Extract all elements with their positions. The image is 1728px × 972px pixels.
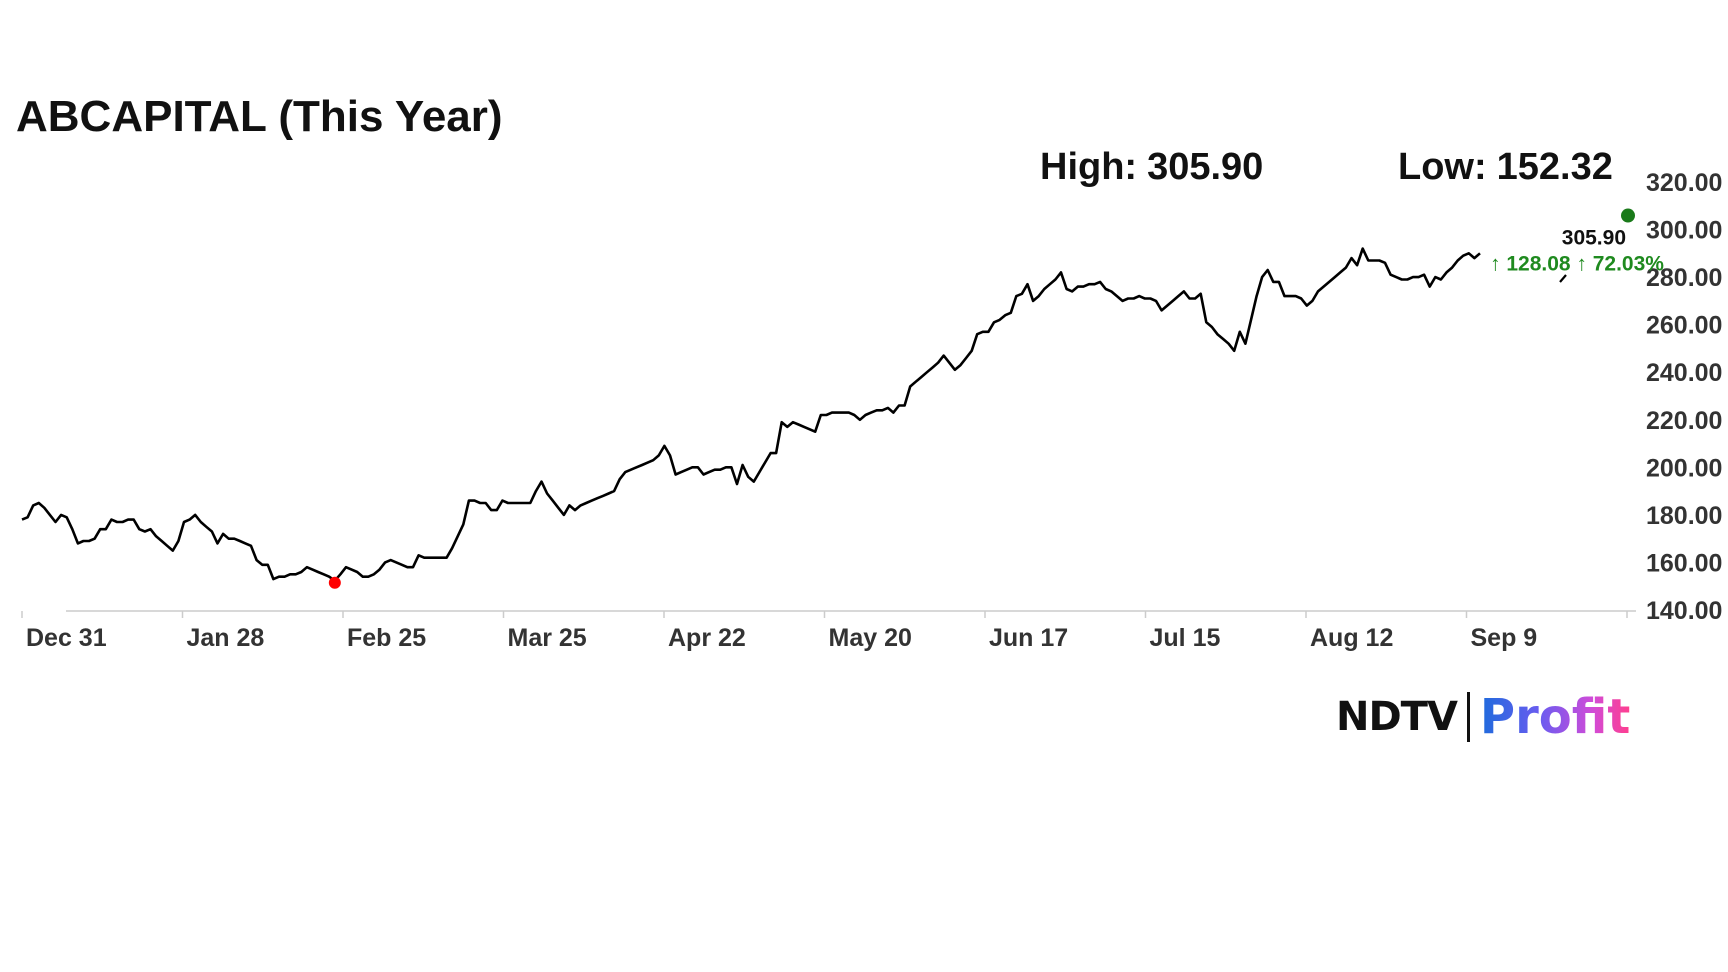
y-tick-label: 320.00 [1646, 169, 1722, 197]
x-axis: Dec 31 Jan 28 Feb 25 Mar 25 Apr 22 May 20 Jun … [21, 610, 1636, 652]
x-tick-label: Jul 15 [1150, 624, 1221, 652]
low-stat: Low: 152.32 [1398, 146, 1613, 189]
high-label: High: [1040, 146, 1138, 188]
x-tick-label: Sep 9 [1471, 624, 1538, 652]
y-tick-label: 140.00 [1646, 597, 1722, 625]
logo-divider [1466, 692, 1470, 742]
y-tick-label: 180.00 [1646, 502, 1722, 530]
low-value: 152.32 [1496, 146, 1613, 188]
x-tick-label: May 20 [829, 624, 912, 652]
y-tick-label: 240.00 [1646, 359, 1722, 387]
last-price-tick [1559, 274, 1567, 283]
x-tick-label: Dec 31 [26, 624, 107, 652]
logo-ndtv-text: NDTV [1336, 694, 1458, 740]
x-tick-label: Jan 28 [187, 624, 265, 652]
chart-title: ABCAPITAL (This Year) [16, 92, 503, 141]
logo-profit-text: Profit [1479, 689, 1631, 745]
x-tick-label: Feb 25 [347, 624, 426, 652]
y-tick-label: 160.00 [1646, 549, 1722, 577]
last-price-label: 305.90 [1562, 227, 1626, 250]
x-tick-label: Jun 17 [989, 624, 1068, 652]
x-tick-label: Apr 22 [668, 624, 746, 652]
y-tick-label: 260.00 [1646, 312, 1722, 340]
y-tick-label: 220.00 [1646, 407, 1722, 435]
y-tick-label: 300.00 [1646, 217, 1722, 245]
low-marker [328, 576, 341, 589]
y-tick-label: 280.00 [1646, 264, 1722, 292]
low-label: Low: [1398, 146, 1487, 188]
y-axis: 140.00 160.00 180.00 200.00 220.00 240.00 260.… [1646, 169, 1722, 625]
high-stat: High: 305.90 [1040, 146, 1263, 189]
x-tick-label: Mar 25 [508, 624, 587, 652]
x-tick-label: Aug 12 [1310, 624, 1393, 652]
ndtv-profit-logo: NDTV Profit [1336, 689, 1631, 745]
change-label: ↑ 128.08 ↑ 72.03% [1490, 253, 1664, 276]
high-value: 305.90 [1147, 146, 1264, 188]
high-marker [1621, 208, 1635, 223]
price-series-line [21, 247, 1481, 582]
y-tick-label: 200.00 [1646, 454, 1722, 482]
